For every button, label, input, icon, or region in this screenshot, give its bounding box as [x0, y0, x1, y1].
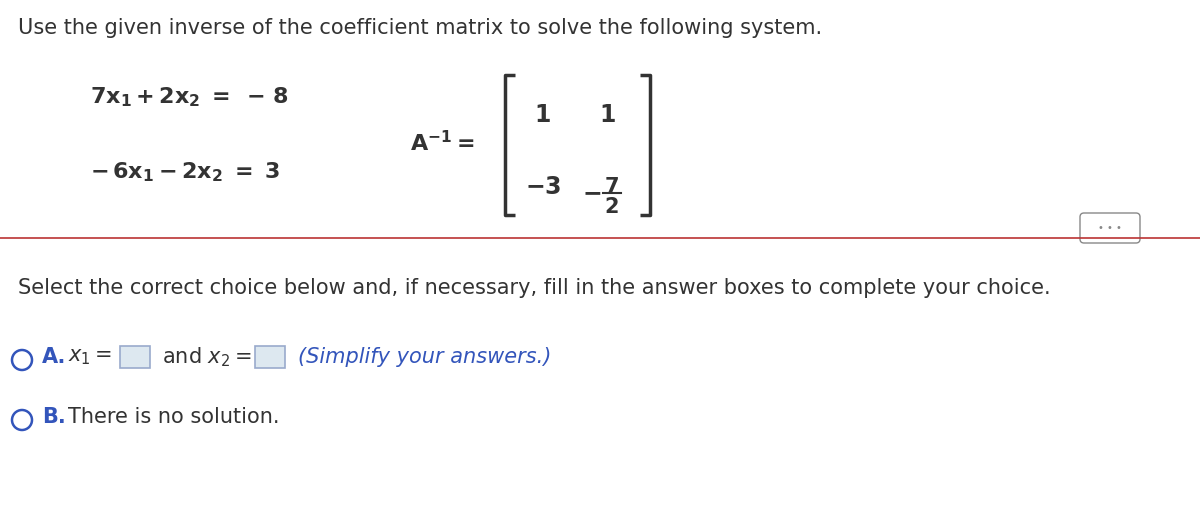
Text: 7: 7 — [605, 177, 619, 197]
Text: (Simplify your answers.): (Simplify your answers.) — [298, 347, 551, 367]
Text: and $x_2 =$: and $x_2 =$ — [162, 345, 252, 369]
Text: Use the given inverse of the coefficient matrix to solve the following system.: Use the given inverse of the coefficient… — [18, 18, 822, 38]
Text: There is no solution.: There is no solution. — [68, 407, 280, 427]
Text: B.: B. — [42, 407, 66, 427]
Text: 1: 1 — [535, 103, 551, 127]
Text: $\mathbf{7x_1 + 2x_2 \ = \ -\,8}$: $\mathbf{7x_1 + 2x_2 \ = \ -\,8}$ — [90, 85, 289, 108]
Text: 1: 1 — [600, 103, 616, 127]
Text: Select the correct choice below and, if necessary, fill in the answer boxes to c: Select the correct choice below and, if … — [18, 278, 1051, 298]
Text: A.: A. — [42, 347, 66, 367]
Text: $x_1 =$: $x_1 =$ — [68, 347, 113, 367]
FancyBboxPatch shape — [1080, 213, 1140, 243]
Text: 2: 2 — [605, 197, 619, 217]
Text: $\mathbf{-3}$: $\mathbf{-3}$ — [524, 175, 562, 199]
Text: • • •: • • • — [1098, 223, 1122, 233]
Bar — [256, 346, 286, 368]
Bar — [120, 346, 150, 368]
Text: $\mathbf{-}$: $\mathbf{-}$ — [582, 180, 601, 204]
Text: $\mathbf{A^{-1} =}$: $\mathbf{A^{-1} =}$ — [410, 130, 474, 155]
Text: $\mathbf{-\,6x_1 - 2x_2 \ = \ 3}$: $\mathbf{-\,6x_1 - 2x_2 \ = \ 3}$ — [90, 160, 280, 183]
